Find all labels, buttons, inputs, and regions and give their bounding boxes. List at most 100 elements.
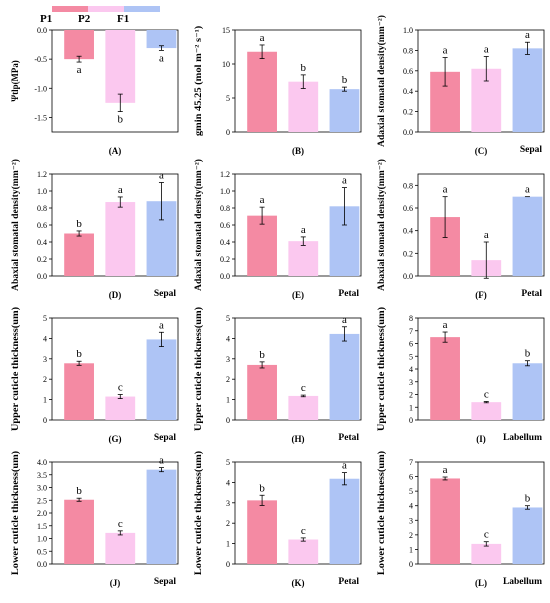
significance-letter: b [76, 485, 82, 497]
y-tick-label: 5 [226, 458, 230, 467]
panel-label: (J) [110, 578, 121, 588]
chart-svg-h: 0 1 2 3 4 5 Upper cuticle thickness(um) b c a (H) P… [193, 307, 362, 444]
significance-letter: b [342, 74, 348, 86]
panel-label: (I) [476, 434, 486, 444]
bar-p2 [471, 402, 502, 420]
bar-p1 [64, 363, 94, 420]
bar-f1 [512, 196, 543, 276]
y-tick-label: 2.5 [37, 496, 47, 505]
bar-p2 [288, 241, 319, 276]
y-tick-label: 0 [226, 128, 230, 137]
y-tick-label: 3 [226, 499, 230, 508]
y-tick-label: 1.0 [37, 187, 47, 196]
bar-f1 [329, 478, 360, 564]
chart-svg-f: 0.0 0.2 0.4 0.6 0.8 Abaxial stomatal density(… [376, 159, 545, 300]
y-tick-label: 5 [409, 352, 413, 361]
chart-svg-j: 0.0 0.5 1.0 1.5 2.0 2.5 3.0 3.5 4.0 Lower cuticle… [10, 451, 179, 588]
chart-panel-a: 0.0 -0.5 -1.0 -1.5 Ψtlp(MPa) a b a (A) [0, 24, 183, 168]
panel-label: (D) [109, 290, 122, 300]
y-tick-label: 3 [409, 378, 413, 387]
significance-letter: b [76, 218, 82, 230]
y-tick-label: 0.4 [37, 238, 47, 247]
y-tick-label: 0.4 [403, 227, 413, 236]
chart-svg-i: 0 1 2 3 4 5 6 7 8 Upper cuticle thickness(um) a c b (… [376, 307, 545, 444]
significance-letter: a [443, 319, 448, 331]
y-tick-label: 0.8 [403, 46, 413, 55]
chart-panel-e: 0.0 0.2 0.4 0.6 0.8 1.0 1.2 Adaxial stomatal de… [183, 159, 366, 312]
significance-letter: a [342, 460, 347, 472]
bar-p1 [430, 337, 460, 420]
bar-p2 [471, 543, 502, 564]
panel-label: (B) [292, 146, 304, 156]
significance-letter: a [301, 224, 306, 236]
significance-letter: a [77, 64, 82, 76]
y-tick-label: 0 [409, 560, 413, 569]
y-tick-label: 1 [43, 396, 47, 405]
panel-label: (C) [475, 146, 488, 156]
chart-svg-a: 0.0 -0.5 -1.0 -1.5 Ψtlp(MPa) a b a (A) [10, 26, 179, 156]
bar-p2 [288, 81, 319, 132]
y-tick-label: 1 [226, 540, 230, 549]
y-axis-label: Adaxial stomatal density(mm⁻²) [376, 15, 386, 147]
y-tick-label: 3.0 [37, 484, 47, 493]
bar-f1 [512, 48, 543, 132]
bar-p1 [247, 500, 277, 564]
y-tick-label: 0.6 [403, 204, 413, 213]
panel-label: (L) [475, 578, 487, 588]
y-tick-label: 1.2 [37, 170, 47, 179]
y-tick-label: 1 [409, 545, 413, 554]
organ-label: Petal [338, 433, 359, 443]
y-axis-label: Ψtlp(MPa) [10, 60, 20, 101]
y-tick-label: 5 [43, 314, 47, 323]
y-tick-label: 1 [226, 396, 230, 405]
y-tick-label: 2 [43, 375, 47, 384]
organ-label: Sepal [520, 145, 543, 155]
significance-letter: a [159, 52, 164, 64]
y-tick-label: 0.0 [37, 26, 47, 35]
chart-panel-f: 0.0 0.2 0.4 0.6 0.8 Abaxial stomatal density(… [366, 159, 549, 312]
y-axis-label: Lower cuticle thickness(um) [193, 451, 203, 575]
organ-label: Sepal [154, 433, 177, 443]
y-tick-label: 0.8 [403, 181, 413, 190]
significance-letter: c [484, 529, 489, 541]
y-tick-label: 2 [226, 375, 230, 384]
chart-svg-c: 0.0 0.2 0.4 0.6 0.8 1.0 Adaxial stomatal densi… [376, 15, 545, 156]
y-tick-label: 4 [226, 478, 230, 487]
panel-label: (H) [292, 434, 305, 444]
y-tick-label: 5 [409, 487, 413, 496]
y-tick-label: 0.6 [37, 221, 47, 230]
y-axis-label: Upper cuticle thickness(um) [376, 307, 386, 431]
y-tick-label: 0.0 [37, 560, 47, 569]
significance-letter: a [484, 44, 489, 56]
significance-letter: c [118, 518, 123, 530]
chart-svg-b: 0 5 10 15 gmin 45.25 (mol m⁻² s⁻¹) a b b (B) [193, 26, 362, 156]
panel-label: (K) [292, 578, 305, 588]
bar-p1 [247, 215, 277, 276]
panel-label: (G) [109, 434, 122, 444]
organ-label: Labellum [503, 433, 542, 443]
y-tick-label: 0.0 [403, 128, 413, 137]
y-tick-label: 3 [226, 355, 230, 364]
chart-panel-c: 0.0 0.2 0.4 0.6 0.8 1.0 Adaxial stomatal densi… [366, 15, 549, 168]
significance-letter: a [159, 455, 164, 467]
y-tick-label: -0.5 [34, 55, 47, 64]
legend-label-f1: F1 [117, 13, 130, 25]
chart-svg-e: 0.0 0.2 0.4 0.6 0.8 1.0 1.2 Adaxial stomatal de… [193, 159, 362, 300]
bar-p1 [64, 233, 94, 276]
y-tick-label: 1.2 [220, 170, 230, 179]
y-tick-label: 0.2 [37, 255, 47, 264]
significance-letter: c [484, 389, 489, 401]
significance-letter: a [525, 29, 530, 41]
significance-letter: b [118, 114, 124, 126]
y-tick-label: 7 [409, 458, 413, 467]
figure-grid: 0.0 -0.5 -1.0 -1.5 Ψtlp(MPa) a b a (A) 0 5 10 15 gmin… [0, 15, 550, 603]
significance-letter: a [484, 229, 489, 241]
y-tick-label: 3 [409, 516, 413, 525]
y-tick-label: 2.0 [37, 509, 47, 518]
bar-p2 [105, 532, 136, 564]
significance-letter: a [443, 184, 448, 196]
y-tick-label: 0.8 [37, 204, 47, 213]
chart-panel-g: 0 1 2 3 4 5 Upper cuticle thickness(um) b c a (G) S… [0, 307, 183, 456]
significance-letter: a [342, 314, 347, 326]
y-axis-label: Upper cuticle thickness(um) [10, 307, 20, 431]
